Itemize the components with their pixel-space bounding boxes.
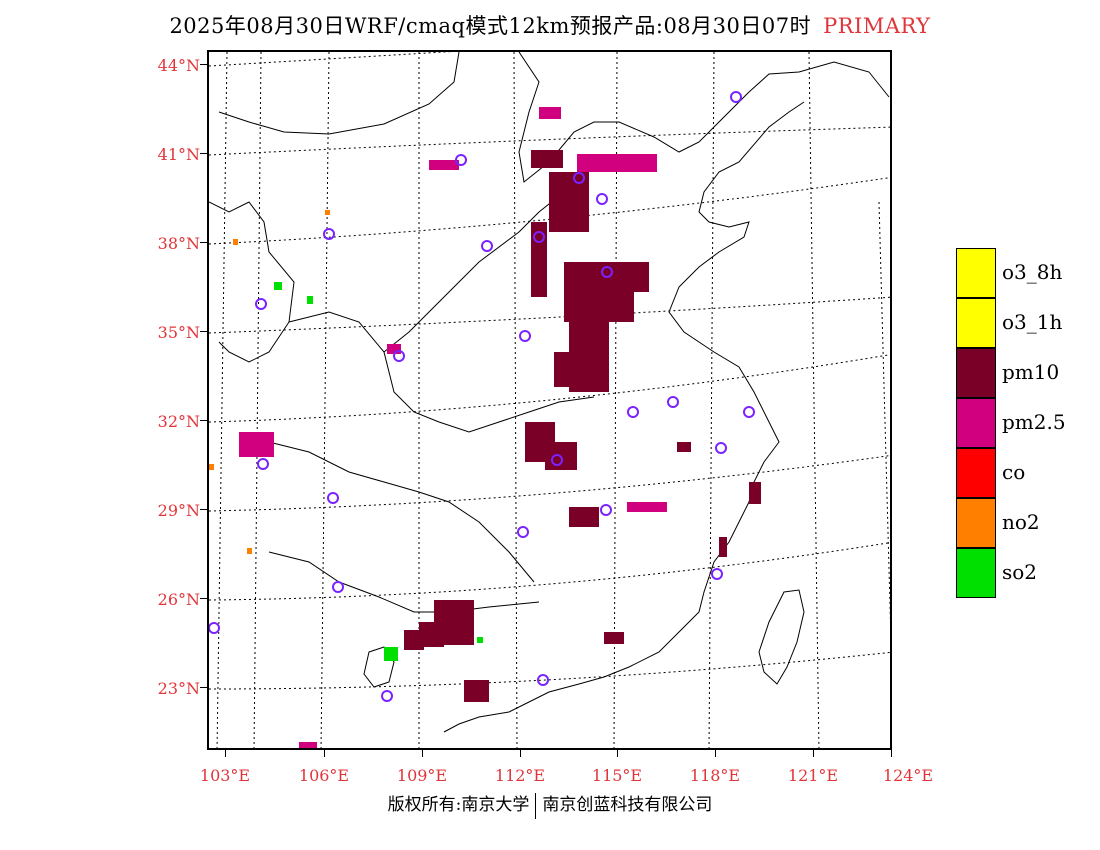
title-tag: PRIMARY — [823, 14, 931, 38]
lon-tick — [813, 750, 814, 757]
lon-tick — [891, 750, 892, 757]
footer-left: 版权所有:南京大学 — [387, 795, 530, 815]
legend-label: o3_8h — [1002, 260, 1063, 284]
legend-label: no2 — [1002, 510, 1040, 534]
lat-tick — [200, 687, 207, 688]
legend-label: so2 — [1002, 560, 1038, 584]
graticule-parallels — [209, 52, 890, 690]
legend-item-pm10: pm10 — [956, 348, 1096, 398]
legend: o3_8h o3_1h pm10 pm2.5 co no2 so2 — [956, 248, 1096, 598]
lon-label-106: 106°E — [298, 766, 350, 785]
lat-label-29: 29°N — [157, 501, 200, 520]
lon-tick — [520, 750, 521, 757]
lat-label-41: 41°N — [157, 145, 200, 164]
map-canvas — [209, 52, 890, 748]
legend-swatch — [956, 448, 996, 498]
lat-tick — [200, 64, 207, 65]
lon-label-115: 115°E — [591, 766, 643, 785]
lon-label-124: 124°E — [882, 766, 934, 785]
graticule-meridians — [216, 52, 890, 748]
pollution-pm25 — [239, 107, 667, 748]
legend-swatch — [956, 548, 996, 598]
lat-label-32: 32°N — [157, 412, 200, 431]
legend-item-pm25: pm2.5 — [956, 398, 1096, 448]
title-main: 2025年08月30日WRF/cmaq模式12km预报产品:08月30日07时 — [169, 14, 812, 38]
lon-label-103: 103°E — [199, 766, 251, 785]
legend-label: pm2.5 — [1002, 410, 1066, 434]
footer-right: 南京创蓝科技有限公司 — [542, 795, 713, 815]
legend-item-so2: so2 — [956, 548, 1096, 598]
pollution-so2 — [274, 282, 483, 661]
lon-label-121: 121°E — [787, 766, 839, 785]
lat-tick — [200, 509, 207, 510]
lon-tick — [225, 750, 226, 757]
lon-tick — [715, 750, 716, 757]
lat-label-26: 26°N — [157, 590, 200, 609]
lon-label-118: 118°E — [689, 766, 741, 785]
lon-tick — [324, 750, 325, 757]
lon-label-109: 109°E — [396, 766, 448, 785]
lat-label-35: 35°N — [157, 323, 200, 342]
copyright-footer: 版权所有:南京大学 南京创蓝科技有限公司 — [0, 790, 1100, 819]
lon-tick — [422, 750, 423, 757]
legend-item-o3-1h: o3_1h — [956, 298, 1096, 348]
lon-tick — [617, 750, 618, 757]
legend-swatch — [956, 498, 996, 548]
lat-tick — [200, 420, 207, 421]
map-title: 2025年08月30日WRF/cmaq模式12km预报产品:08月30日07时 P… — [0, 10, 1100, 40]
legend-label: co — [1002, 460, 1026, 484]
lon-label-112: 112°E — [494, 766, 546, 785]
legend-swatch — [956, 348, 996, 398]
footer-divider — [535, 792, 537, 819]
legend-label: pm10 — [1002, 360, 1060, 384]
lat-tick — [200, 331, 207, 332]
legend-label: o3_1h — [1002, 310, 1063, 334]
lat-tick — [200, 598, 207, 599]
pollution-pm10 — [404, 150, 761, 702]
lat-tick — [200, 153, 207, 154]
lat-tick — [200, 242, 207, 243]
legend-swatch — [956, 298, 996, 348]
lat-label-38: 38°N — [157, 234, 200, 253]
lat-label-23: 23°N — [157, 679, 200, 698]
pollution-no2 — [209, 210, 330, 554]
legend-swatch — [956, 398, 996, 448]
lat-label-44: 44°N — [157, 56, 200, 75]
station-markers — [209, 91, 755, 702]
legend-item-co: co — [956, 448, 1096, 498]
legend-item-no2: no2 — [956, 498, 1096, 548]
legend-swatch — [956, 248, 996, 298]
legend-item-o3-8h: o3_8h — [956, 248, 1096, 298]
map-frame — [207, 50, 892, 750]
